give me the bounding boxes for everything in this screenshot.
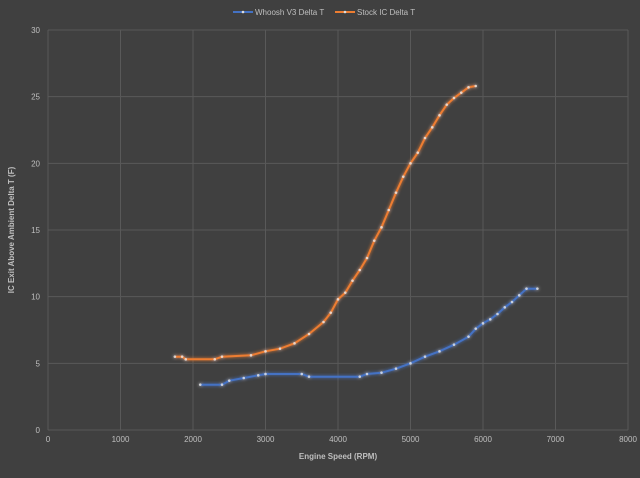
y-tick-label: 30 [31, 26, 40, 35]
x-tick-label: 3000 [257, 435, 275, 444]
data-point [387, 208, 391, 212]
legend: Whoosh V3 Delta T Stock IC Delta T [233, 8, 415, 17]
series-line [174, 85, 476, 361]
data-point [184, 358, 188, 361]
data-point [198, 383, 202, 386]
data-point [249, 354, 253, 357]
tick-labels: 0 1000 2000 3000 4000 5000 6000 7000 8000 0 5 10 15 2… [31, 26, 637, 444]
data-point [474, 327, 478, 330]
data-point [517, 294, 521, 297]
data-point [293, 342, 296, 345]
data-point [423, 355, 427, 358]
data-point [438, 350, 441, 353]
data-point [445, 103, 449, 106]
data-point [474, 84, 478, 88]
data-point [394, 191, 398, 194]
y-tick-label: 25 [31, 93, 40, 102]
data-point [307, 375, 311, 378]
data-point [256, 374, 260, 377]
data-point [343, 291, 347, 294]
grid [47, 29, 629, 431]
series-1 [173, 84, 478, 361]
legend-item: Stock IC Delta T [335, 8, 415, 17]
data-point [409, 362, 412, 365]
legend-item: Whoosh V3 Delta T [233, 8, 324, 17]
data-point [365, 256, 369, 260]
data-point [180, 355, 184, 358]
x-tick-label: 6000 [474, 435, 492, 444]
data-point [213, 358, 217, 361]
data-point [380, 371, 383, 374]
data-point [220, 355, 224, 358]
series-group [173, 84, 539, 386]
data-point [372, 239, 376, 242]
data-point [459, 91, 463, 94]
data-point [220, 383, 224, 386]
data-point [380, 226, 383, 229]
y-tick-label: 20 [31, 159, 40, 168]
data-point [452, 343, 456, 346]
y-tick-label: 0 [36, 426, 41, 435]
y-tick-label: 15 [31, 226, 40, 235]
x-tick-label: 2000 [184, 435, 202, 444]
y-tick-label: 5 [36, 359, 41, 368]
data-point [510, 300, 514, 304]
data-point [536, 287, 539, 290]
data-point [525, 287, 528, 290]
legend-label: Whoosh V3 Delta T [255, 8, 324, 17]
data-point [401, 175, 405, 178]
legend-marker [343, 10, 347, 14]
data-point [452, 96, 456, 100]
x-tick-label: 0 [46, 435, 51, 444]
data-point [264, 350, 267, 353]
data-point [467, 335, 470, 338]
data-point [264, 372, 267, 376]
data-point [423, 136, 427, 140]
data-point [227, 379, 231, 382]
data-point [336, 298, 340, 301]
data-point [307, 332, 311, 336]
data-point [438, 114, 441, 117]
x-tick-label: 5000 [402, 435, 420, 444]
data-point [488, 318, 492, 321]
data-point [358, 375, 362, 378]
data-point [358, 268, 362, 272]
data-point [351, 279, 354, 282]
series-0 [198, 287, 539, 386]
x-tick-label: 1000 [112, 435, 130, 444]
data-point [329, 311, 333, 314]
data-point [278, 347, 282, 350]
series-line [200, 287, 538, 386]
data-point [322, 320, 325, 324]
y-tick-label: 10 [31, 293, 40, 302]
x-tick-label: 8000 [619, 435, 637, 444]
data-point [300, 372, 304, 376]
data-point [416, 151, 420, 154]
x-tick-label: 4000 [329, 435, 347, 444]
y-axis-label: IC Exit Above Ambient Delta T (F) [7, 166, 16, 293]
legend-label: Stock IC Delta T [357, 8, 415, 17]
data-point [173, 355, 177, 358]
data-point [242, 376, 246, 380]
data-point [394, 367, 398, 370]
data-point [409, 162, 412, 165]
x-tick-label: 7000 [547, 435, 565, 444]
data-point [467, 86, 470, 89]
data-point [496, 312, 499, 316]
data-point [481, 322, 485, 325]
data-point [503, 306, 507, 309]
data-point [365, 372, 369, 376]
legend-marker [241, 10, 245, 14]
x-axis-label: Engine Speed (RPM) [299, 452, 378, 461]
data-point [430, 126, 434, 129]
